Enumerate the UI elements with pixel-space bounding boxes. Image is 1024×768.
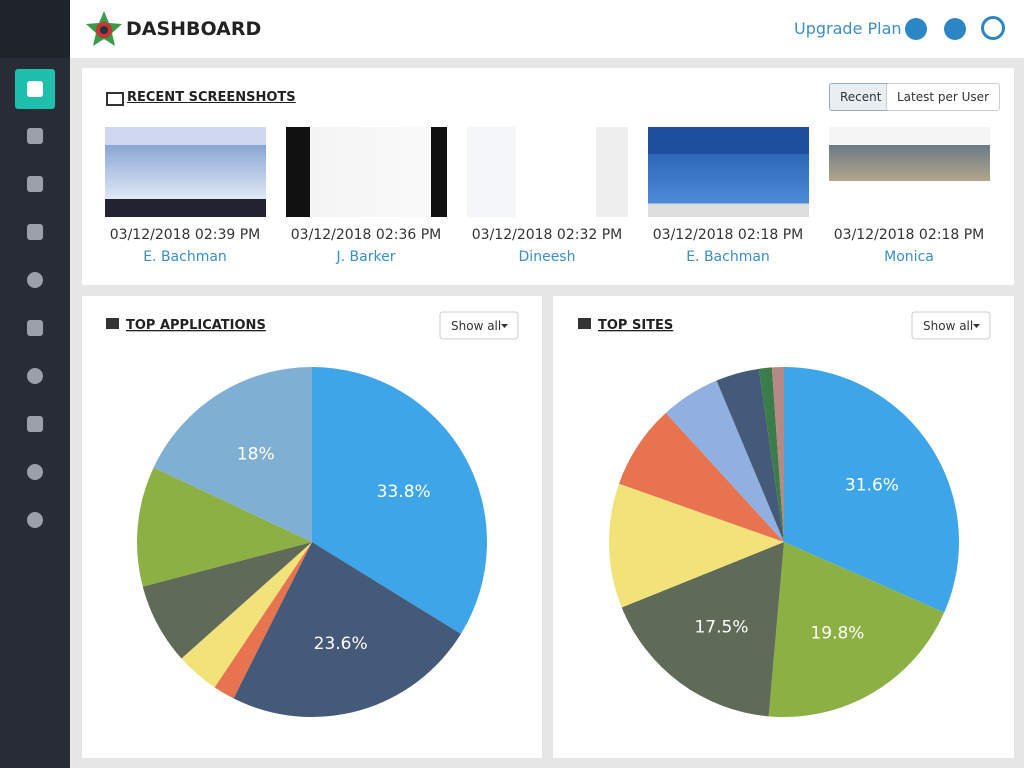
screenshot-time: 03/12/2018 02:36 PM	[290, 227, 442, 243]
show-all-button[interactable]	[439, 311, 519, 340]
pie-slice	[609, 483, 784, 608]
pie-slice	[784, 367, 959, 613]
screenshot-user[interactable]: Monica	[884, 249, 934, 265]
nav-book[interactable]	[15, 404, 55, 444]
sidebar-top	[0, 0, 70, 58]
nav-help[interactable]	[15, 452, 55, 492]
screenshot-user[interactable]: J. Barker	[336, 249, 396, 265]
pie-slice	[768, 542, 945, 717]
slice-label: 18%	[237, 444, 275, 464]
thumbnail[interactable]	[286, 127, 447, 217]
pie-slice	[137, 467, 312, 587]
caret	[501, 324, 508, 328]
panel-title: TOP SITES	[598, 318, 673, 333]
nav-camera[interactable]	[15, 164, 55, 204]
help-icon[interactable]	[944, 18, 966, 40]
screenshot-time: 03/12/2018 02:39 PM	[109, 227, 261, 243]
pie-slice	[142, 542, 312, 659]
thumbnail[interactable]	[105, 127, 266, 217]
nav-logout[interactable]	[15, 500, 55, 540]
screenshot-time: 03/12/2018 02:18 PM	[833, 227, 985, 243]
slice-label: 19.8%	[810, 623, 864, 643]
pie-slice	[181, 542, 312, 688]
nav-block[interactable]	[15, 260, 55, 300]
thumbnail[interactable]	[648, 127, 809, 217]
upgrade-link[interactable]: Upgrade Plan	[794, 19, 902, 38]
sidebar	[0, 0, 70, 768]
screenshot-time: 03/12/2018 02:32 PM	[471, 227, 623, 243]
slice-label: 23.6%	[314, 634, 368, 654]
screenshot-time: 03/12/2018 02:18 PM	[652, 227, 804, 243]
show-all-button[interactable]	[911, 311, 991, 340]
panel-title: TOP APPLICATIONS	[126, 318, 266, 333]
title-icon	[578, 318, 591, 329]
thumbnail[interactable]	[829, 127, 990, 217]
nav-activity[interactable]	[15, 212, 55, 252]
power-icon[interactable]	[981, 16, 1005, 40]
pie-slice	[233, 542, 461, 717]
show-all-label: Show all	[451, 319, 501, 333]
pie-slice	[214, 542, 312, 699]
pie-slice	[716, 368, 784, 542]
tab[interactable]: Latest per User	[886, 83, 1000, 111]
pie-slice	[665, 380, 784, 542]
panel-title: RECENT SCREENSHOTS	[127, 90, 296, 105]
show-all-label: Show all	[923, 319, 973, 333]
thumbnail[interactable]	[467, 127, 628, 217]
pie-slice	[758, 367, 784, 542]
title-icon	[106, 318, 119, 329]
logo	[86, 11, 122, 46]
screenshot-user[interactable]: E. Bachman	[143, 249, 227, 265]
caret	[973, 324, 980, 328]
pie-slice	[153, 367, 312, 542]
tab[interactable]: Recent	[829, 83, 893, 111]
monitor-icon	[106, 92, 124, 106]
pie-slice	[621, 542, 784, 717]
nav-settings[interactable]	[15, 356, 55, 396]
upgrade-icon[interactable]	[905, 18, 927, 40]
pie-slice	[771, 367, 784, 542]
nav-alerts[interactable]	[15, 308, 55, 348]
header: DASHBOARD Upgrade Plan	[70, 0, 1024, 58]
slice-label: 31.6%	[845, 476, 899, 496]
slice-label: 17.5%	[694, 617, 748, 637]
pie-slice	[312, 367, 487, 634]
nav-dashboard[interactable]	[15, 69, 55, 109]
header-title: DASHBOARD	[126, 18, 262, 40]
screenshot-user[interactable]: Dineesh	[518, 249, 576, 265]
nav-files[interactable]	[15, 116, 55, 156]
screenshot-user[interactable]: E. Bachman	[686, 249, 770, 265]
slice-label: 33.8%	[377, 482, 431, 502]
pie-slice	[618, 412, 784, 542]
